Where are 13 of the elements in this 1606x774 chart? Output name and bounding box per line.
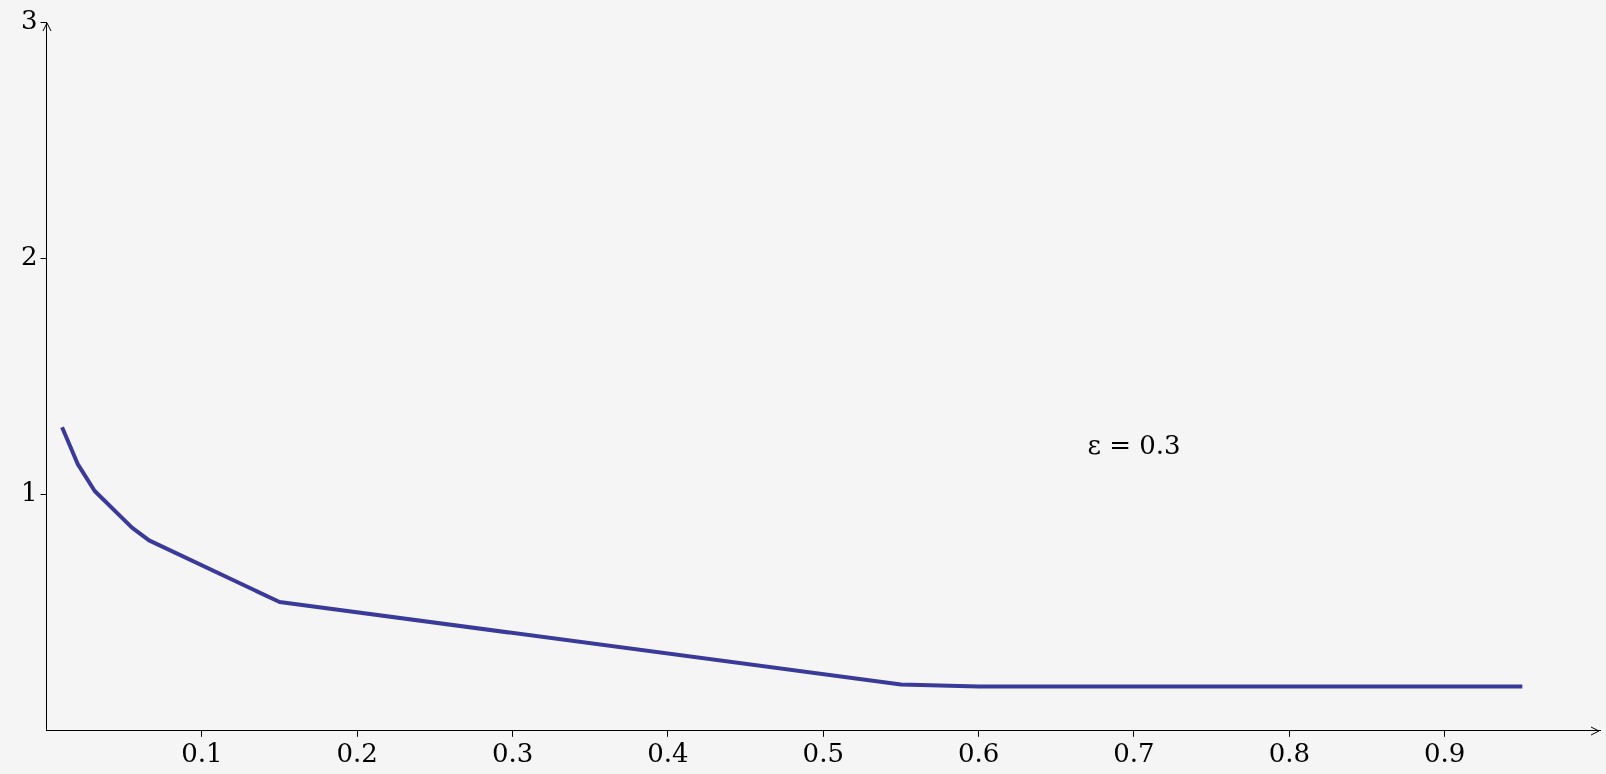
x-tick-label: 0.8	[1268, 738, 1310, 769]
x-tick-label: 0.9	[1423, 738, 1466, 769]
x-tick-label: 0.6	[957, 738, 1000, 769]
y-tick-label: 1	[21, 477, 38, 508]
y-tick-label: 3	[21, 4, 38, 35]
x-tick-label: 0.2	[336, 738, 378, 769]
x-tick-label: 0.1	[181, 738, 223, 769]
y-tick-label: 2	[21, 241, 38, 272]
x-tick-label: 0.5	[802, 738, 844, 769]
x-tick-label: 0.7	[1113, 738, 1155, 769]
x-tick-label: 0.3	[491, 738, 534, 769]
annotation: ε = 0.3	[1087, 430, 1181, 461]
x-tick-label: 0.4	[647, 738, 689, 769]
